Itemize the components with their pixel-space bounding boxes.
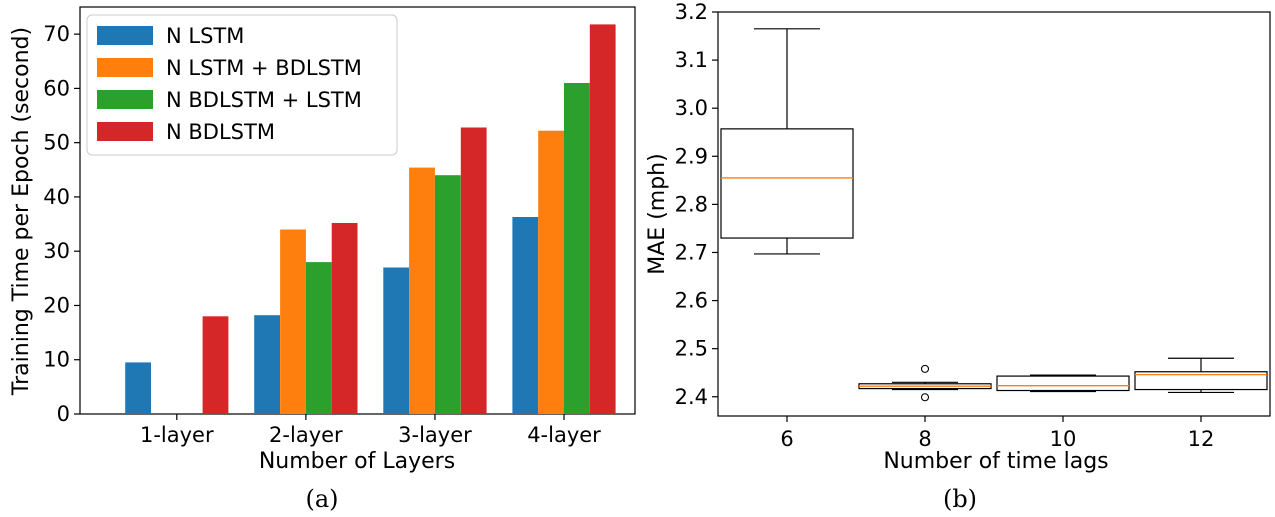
x-tick-label: 10 [1050, 427, 1077, 451]
legend: N LSTM N LSTM + BDLSTM N BDLSTM + LSTM N BD… [86, 14, 398, 156]
bar-n-bdlstm-lstm-4-layer [564, 83, 590, 414]
y-tick-label: 30 [43, 239, 70, 263]
y-tick-label: 20 [43, 293, 70, 317]
bar-group [125, 24, 616, 415]
y-tick-label: 2.8 [675, 192, 708, 216]
box-plot-x-ticks: 6 8 10 12 [780, 416, 1214, 451]
caption-b: (b) [943, 485, 977, 513]
x-tick-label: 2-layer [269, 423, 343, 447]
legend-swatch [97, 122, 153, 141]
y-tick-label: 3.2 [675, 0, 708, 24]
y-tick-label: 70 [43, 22, 70, 46]
legend-swatch [97, 58, 153, 77]
bar-n-lstm-4-layer [512, 217, 539, 414]
x-tick-label: 6 [780, 427, 793, 451]
y-tick-label: 60 [43, 76, 70, 100]
box-plot-frame [717, 11, 1271, 417]
box-plot-panel: 2.4 2.5 2.6 2.7 2.8 2.9 3.0 3.1 3.2 6 8 10 12 Numbe… [645, 0, 1271, 513]
bar-n-bdlstm-2-layer [331, 223, 358, 414]
box-plot-y-ticks: 2.4 2.5 2.6 2.7 2.8 2.9 3.0 3.1 3.2 [675, 0, 718, 409]
box-group [720, 28, 1268, 402]
x-tick-label: 8 [918, 427, 931, 451]
bar-n-lstm-3-layer [383, 267, 410, 414]
x-tick-label: 12 [1188, 427, 1215, 451]
bar-n-bdlstm-lstm-2-layer [305, 262, 332, 414]
bar-chart-x-ticks: 1-layer 2-layer 3-layer 4-layer [140, 414, 601, 447]
y-tick-label: 2.5 [675, 337, 708, 361]
x-tick-label: 1-layer [140, 423, 214, 447]
x-tick-label: 3-layer [398, 423, 472, 447]
box-plot-y-axis-label: MAE (mph) [645, 153, 670, 274]
x-tick-label: 4-layer [527, 423, 601, 447]
bar-chart-y-axis-label: Training Time per Epoch (second) [9, 27, 34, 396]
y-tick-label: 3.1 [675, 48, 708, 72]
y-tick-label: 3.0 [675, 96, 708, 120]
bar-n-bdlstm-4-layer [589, 24, 616, 415]
bar-n-lstm-1-layer [125, 362, 151, 414]
bar-n-bdlstm-lstm-3-layer [434, 175, 461, 414]
y-tick-label: 10 [43, 348, 70, 372]
legend-label: N BDLSTM + LSTM [166, 88, 362, 112]
y-tick-label: 0 [57, 402, 70, 426]
legend-label: N LSTM [166, 24, 244, 48]
bar-n-lstm-2-layer [254, 315, 280, 414]
y-tick-label: 2.7 [675, 240, 708, 264]
bar-n-lstm-bdlstm-4-layer [538, 130, 564, 414]
legend-label: N LSTM + BDLSTM [166, 56, 362, 80]
box-plot-x-axis-label: Number of time lags [883, 449, 1108, 474]
flier-8 [920, 364, 930, 373]
y-tick-label: 40 [43, 185, 70, 209]
bar-chart-y-ticks: 0 10 20 30 40 50 60 70 [43, 22, 80, 426]
flier-8 [920, 393, 930, 402]
bar-chart-panel: 0 10 20 30 40 50 60 70 1-layer 2-layer 3-layer 4-l… [9, 6, 636, 513]
legend-swatch [97, 26, 153, 45]
legend-swatch [97, 90, 153, 109]
legend-box [86, 14, 398, 156]
y-tick-label: 50 [43, 131, 70, 155]
y-tick-label: 2.9 [675, 144, 708, 168]
bar-n-lstm-bdlstm-3-layer [409, 167, 435, 414]
y-tick-label: 2.4 [675, 385, 708, 409]
legend-label: N BDLSTM [166, 120, 275, 144]
caption-a: (a) [305, 485, 338, 513]
bar-n-bdlstm-1-layer [202, 316, 229, 414]
box-10 [996, 375, 1130, 392]
box-6 [720, 128, 854, 239]
bar-n-bdlstm-3-layer [460, 127, 487, 414]
y-tick-label: 2.6 [675, 289, 708, 313]
bar-n-lstm-bdlstm-2-layer [280, 229, 306, 414]
box-12 [1134, 371, 1268, 391]
bar-chart-x-axis-label: Number of Layers [259, 449, 455, 474]
